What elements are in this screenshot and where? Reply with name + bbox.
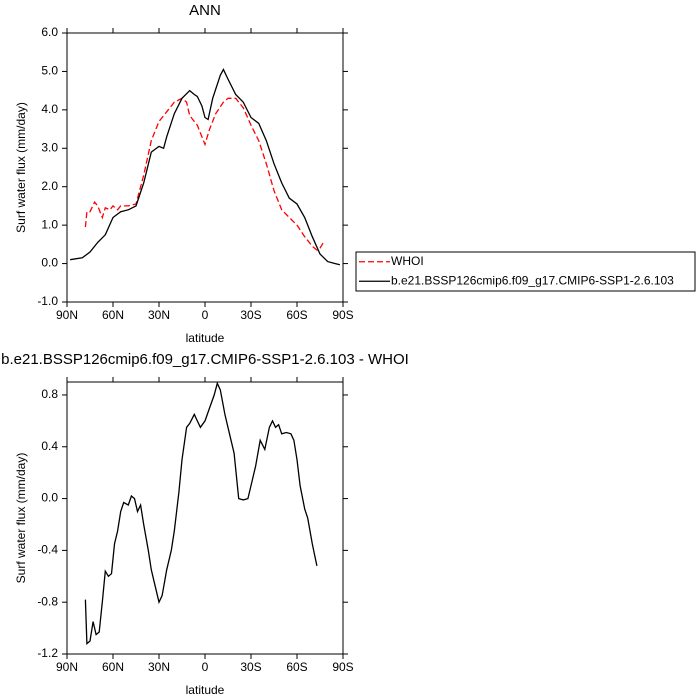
y-tick-label: 0.0	[41, 491, 58, 505]
y-tick-label: -0.4	[37, 543, 58, 557]
chart-title: ANN	[189, 2, 221, 19]
legend-label: WHOI	[391, 254, 424, 268]
y-tick-label: 2.0	[41, 179, 58, 193]
legend-label: b.e21.BSSP126cmip6.f09_g17.CMIP6-SSP1-2.…	[391, 273, 674, 287]
plot-frame	[66, 32, 344, 303]
x-tick-label: 0	[202, 308, 209, 322]
x-tick-label: 0	[202, 660, 209, 674]
data-line	[69, 68, 341, 266]
y-tick-label: -1.0	[37, 294, 58, 308]
x-tick-label: 60N	[102, 308, 124, 322]
x-tick-label: 30N	[148, 308, 170, 322]
y-tick-label: 5.0	[41, 64, 58, 78]
y-tick-label: 0.8	[41, 387, 58, 401]
data-line	[84, 381, 318, 645]
x-tick-label: 90S	[332, 308, 353, 322]
x-tick-label: 90N	[56, 308, 78, 322]
y-tick-label: 0.4	[41, 439, 58, 453]
y-tick-label: 6.0	[41, 25, 58, 39]
x-tick-label: 90N	[56, 660, 78, 674]
chart-title: b.e21.BSSP126cmip6.f09_g17.CMIP6-SSP1-2.…	[1, 351, 409, 368]
x-tick-label: 30S	[240, 660, 261, 674]
x-tick-label: 30S	[240, 308, 261, 322]
x-axis-label: latitude	[186, 683, 225, 697]
y-tick-label: 1.0	[41, 217, 58, 231]
x-tick-label: 90S	[332, 660, 353, 674]
y-tick-label: -1.2	[37, 646, 58, 660]
x-tick-label: 60N	[102, 660, 124, 674]
x-tick-label: 60S	[286, 660, 307, 674]
data-line	[84, 97, 326, 251]
legend-box	[355, 251, 696, 292]
x-tick-label: 60S	[286, 308, 307, 322]
y-axis-label: Surf water flux (mm/day)	[14, 453, 28, 584]
y-axis-label: Surf water flux (mm/day)	[14, 102, 28, 233]
y-tick-label: 3.0	[41, 140, 58, 154]
plot-frame	[66, 381, 344, 655]
x-tick-label: 30N	[148, 660, 170, 674]
y-tick-label: -0.8	[37, 594, 58, 608]
y-tick-label: 0.0	[41, 256, 58, 270]
y-tick-label: 4.0	[41, 102, 58, 116]
x-axis-label: latitude	[186, 331, 225, 345]
